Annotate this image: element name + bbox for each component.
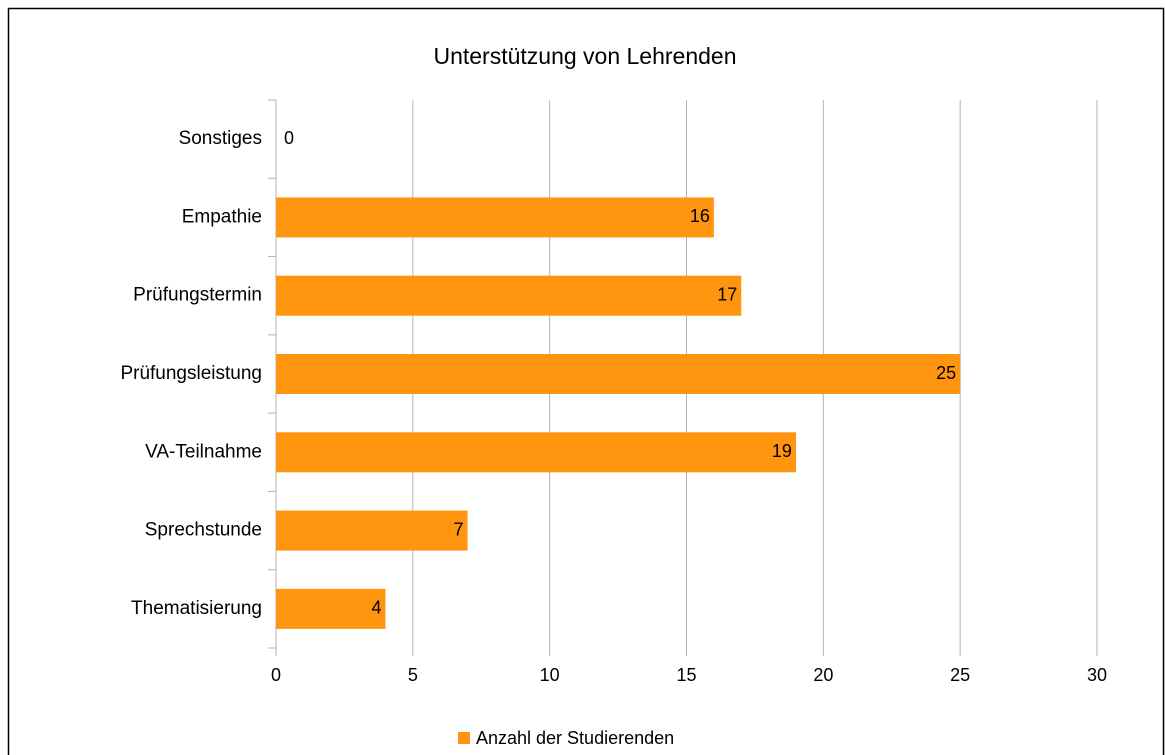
bar xyxy=(276,588,386,629)
x-tick-label: 0 xyxy=(271,665,281,685)
bar xyxy=(276,510,468,551)
data-label: 7 xyxy=(454,519,464,539)
bar xyxy=(276,354,961,394)
data-label: 17 xyxy=(717,284,737,304)
legend-label: Anzahl der Studierenden xyxy=(476,728,674,748)
y-tick-label: Prüfungsleistung xyxy=(120,363,262,384)
x-tick-label: 30 xyxy=(1087,665,1107,685)
x-tick-label: 10 xyxy=(540,665,560,685)
chart-title: Unterstützung von Lehrenden xyxy=(433,43,736,69)
bar xyxy=(276,432,796,473)
y-tick-label: Thematisierung xyxy=(131,598,262,619)
x-tick-label: 25 xyxy=(950,665,970,685)
bar xyxy=(276,197,714,238)
y-tick-label: VA-Teilnahme xyxy=(145,441,262,462)
y-tick-label: Prüfungstermin xyxy=(133,285,262,306)
x-tick-label: 15 xyxy=(676,665,696,685)
legend-swatch xyxy=(458,732,470,744)
data-label: 4 xyxy=(371,598,381,618)
x-tick-label: 5 xyxy=(408,665,418,685)
data-label: 19 xyxy=(772,441,792,461)
y-tick-label: Empathie xyxy=(182,206,262,227)
data-label: 0 xyxy=(284,128,294,148)
y-tick-label: Sprechstunde xyxy=(145,520,262,541)
bar xyxy=(276,275,742,316)
data-label: 16 xyxy=(690,206,710,226)
y-tick-label: Sonstiges xyxy=(179,128,262,149)
x-tick-label: 20 xyxy=(813,665,833,685)
data-label: 25 xyxy=(936,363,956,383)
